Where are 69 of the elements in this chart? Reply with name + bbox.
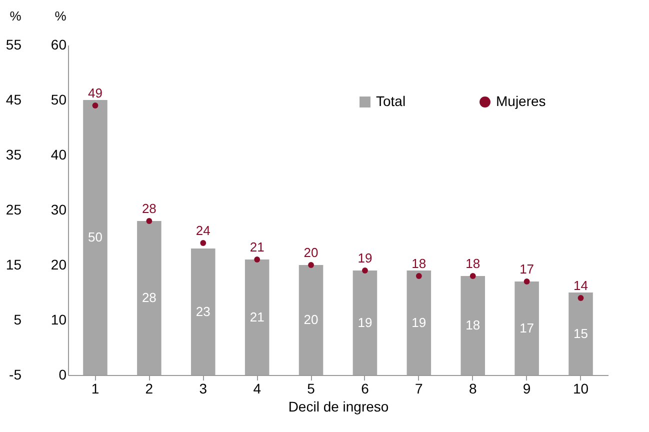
y-tick-label: 20 [50, 256, 67, 272]
legend-label: Total [376, 93, 406, 109]
x-tick-label: 4 [253, 380, 262, 396]
x-tick-label: 1 [91, 380, 100, 396]
bar [352, 270, 378, 375]
y2-tick-label: 55 [6, 36, 22, 52]
y2-tick-label: 35 [6, 146, 22, 162]
data-label: 19 [358, 250, 372, 266]
x-tick-label: 7 [415, 380, 424, 396]
data-label: 18 [466, 318, 480, 332]
data-label: 19 [358, 314, 372, 330]
data-label: 23 [196, 304, 210, 319]
data-label: 20 [304, 245, 318, 260]
data-label: 21 [250, 309, 264, 324]
y-tick-label: 30 [50, 202, 67, 218]
legend-label: Mujeres [496, 93, 546, 109]
y2-tick-label: 25 [6, 202, 22, 218]
y-tick-label: 40 [50, 146, 67, 162]
data-label: 17 [520, 320, 534, 336]
x-tick-label: 9 [522, 380, 531, 396]
y-tick-label: 60 [50, 36, 67, 52]
bar [298, 265, 324, 375]
data-label: 14 [574, 278, 588, 293]
point [578, 295, 584, 301]
data-label: 28 [142, 290, 156, 305]
point [362, 268, 368, 274]
data-label: 15 [574, 326, 588, 341]
bar [406, 270, 432, 375]
bar [137, 221, 162, 375]
point [416, 273, 422, 279]
data-label: 24 [196, 223, 210, 238]
data-label: 18 [466, 256, 480, 271]
y-axis-title: % [54, 8, 67, 24]
point [308, 262, 314, 268]
point [146, 218, 152, 224]
x-axis-title: Decil de ingreso [288, 398, 389, 414]
bar [190, 248, 216, 375]
data-label: 19 [412, 314, 426, 330]
x-tick-label: 8 [468, 380, 477, 396]
point [254, 256, 260, 262]
point [524, 278, 530, 284]
point [200, 240, 206, 246]
x-tick-label: 3 [199, 380, 208, 396]
y2-tick-label: 5 [14, 312, 22, 328]
y2-tick-label: 15 [6, 256, 22, 272]
x-tick-label: 2 [145, 380, 154, 396]
data-label: 28 [142, 201, 156, 216]
bar [83, 100, 108, 375]
x-tick-label: 10 [572, 380, 589, 396]
data-label: 17 [520, 262, 534, 276]
bar [244, 260, 270, 375]
y2-tick-label: -5 [9, 366, 22, 382]
data-label: 21 [250, 240, 264, 254]
y-tick-label: 50 [50, 92, 67, 108]
data-label: 20 [304, 312, 318, 327]
x-tick-label: 5 [307, 380, 316, 396]
data-label: 49 [88, 86, 102, 100]
bar [568, 292, 593, 375]
y-tick-label: 10 [50, 312, 67, 328]
y2-tick-label: 45 [6, 92, 22, 108]
y-tick-label: 0 [58, 366, 67, 382]
bar [514, 282, 539, 375]
bar [460, 276, 486, 375]
point [92, 102, 98, 108]
point [470, 273, 476, 279]
y2-axis-title: % [10, 8, 22, 24]
data-label: 50 [88, 230, 102, 244]
data-label: 18 [412, 256, 426, 271]
x-tick-label: 6 [361, 380, 370, 396]
